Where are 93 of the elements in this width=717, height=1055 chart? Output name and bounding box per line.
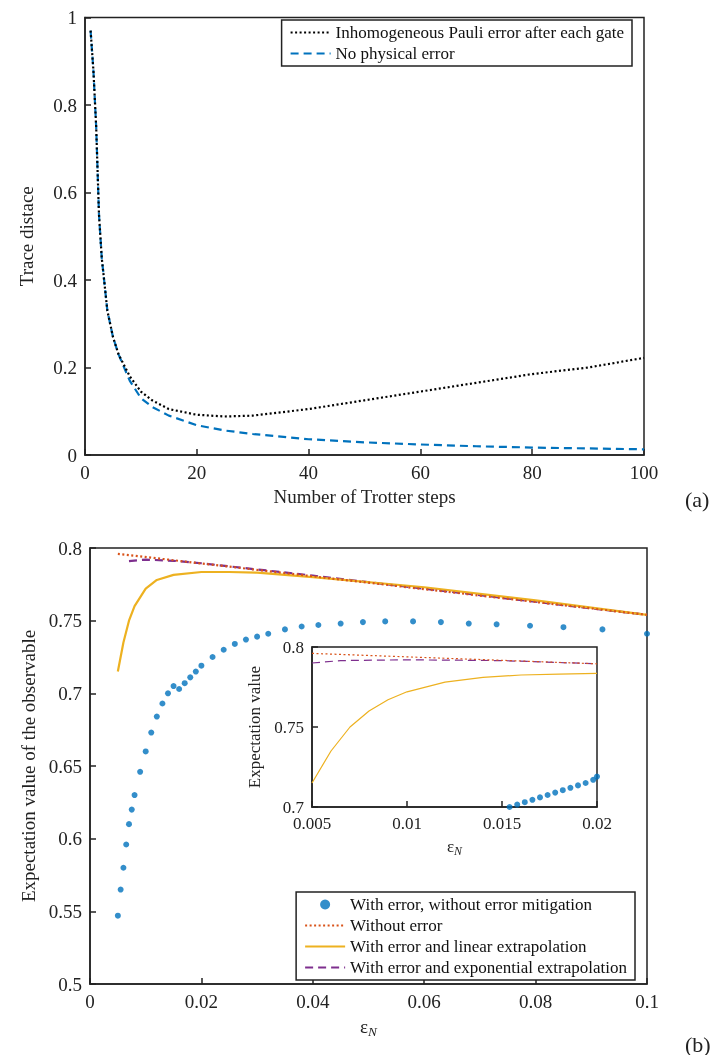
point: [187, 674, 194, 681]
point: [544, 792, 551, 798]
point: [231, 640, 238, 647]
y-tick-label: 0.55: [48, 900, 82, 922]
point: [594, 773, 600, 780]
point: [514, 801, 521, 808]
point: [128, 806, 135, 813]
point: [599, 626, 606, 633]
point: [148, 729, 155, 736]
y-tick-label: 0.65: [48, 755, 82, 777]
point: [560, 624, 567, 631]
point: [521, 799, 528, 806]
x-tick-label: 0.04: [296, 991, 330, 1012]
point: [159, 700, 166, 707]
x-tick-label: 0.02: [184, 991, 219, 1012]
y-tick-label: 0.2: [53, 357, 77, 378]
y-axis-title: Trace distace: [16, 186, 37, 287]
point: [315, 622, 322, 629]
point: [506, 804, 513, 810]
legend-label: With error and exponential extrapolation: [350, 958, 628, 977]
point: [493, 621, 500, 628]
y-tick-label: 0.8: [58, 537, 82, 559]
point: [529, 796, 536, 803]
point: [137, 768, 144, 775]
point: [567, 784, 574, 791]
line-series: [311, 672, 598, 784]
point: [254, 633, 261, 640]
point: [181, 680, 188, 687]
y-axis-title: Expectation value: [245, 665, 265, 789]
point: [559, 787, 566, 794]
point: [265, 630, 272, 637]
point: [120, 864, 127, 871]
point: [170, 683, 177, 690]
point: [281, 626, 288, 633]
y-tick-label: 0.8: [53, 94, 77, 116]
point: [123, 841, 130, 848]
point: [209, 654, 216, 660]
point: [164, 690, 171, 697]
point: [537, 794, 543, 801]
point: [337, 620, 344, 627]
x-axis-title: Number of Trotter steps: [273, 485, 456, 507]
legend-label: Inhomogeneous Pauli error after each gate: [335, 23, 624, 42]
legend-label: Without error: [350, 916, 443, 935]
x-tick-label: 0.06: [407, 991, 441, 1012]
point: [153, 713, 160, 720]
point: [410, 618, 417, 625]
y-tick-label: 1: [67, 7, 77, 28]
point: [359, 619, 366, 626]
x-tick-label: 20: [187, 462, 207, 483]
y-tick-label: 0: [67, 444, 77, 466]
x-tick-label: 100: [629, 462, 659, 483]
text: (a): [685, 486, 710, 512]
y-tick-label: 0.6: [58, 828, 82, 850]
x-tick-label: 0.01: [392, 814, 422, 833]
y-tick-label: 0.4: [53, 269, 78, 291]
y-tick-label: 0.75: [48, 610, 82, 632]
point: [220, 646, 227, 653]
y-tick-label: 0.7: [282, 797, 305, 817]
point: [114, 912, 121, 919]
x-tick-label: 0.02: [582, 814, 612, 833]
point: [644, 630, 650, 637]
x-tick-label: 0.005: [292, 814, 332, 833]
x-tick-label: 40: [299, 462, 319, 483]
x-tick-label: 0.08: [518, 991, 553, 1012]
x-tick-label: 0.1: [635, 991, 659, 1012]
point: [131, 792, 138, 799]
point: [552, 789, 559, 796]
x-tick-label: 80: [522, 462, 542, 483]
x-tick-label: 60: [410, 462, 430, 483]
legend-label: With error and linear extrapolation: [350, 937, 587, 956]
y-tick-label: 0.75: [274, 717, 304, 737]
point: [465, 620, 472, 627]
point: [176, 685, 183, 692]
y-tick-label: 0.7: [58, 682, 82, 704]
point: [575, 782, 581, 789]
point: [198, 662, 205, 669]
y-tick-label: 0.8: [282, 637, 304, 657]
point: [242, 636, 249, 643]
point: [382, 618, 389, 625]
x-tick-label: 0.015: [482, 814, 522, 833]
legend-label: With error, without error mitigation: [350, 895, 593, 914]
point: [126, 821, 132, 828]
y-axis-title: Expectation value of the observable: [17, 629, 39, 903]
point: [582, 780, 589, 786]
point: [527, 622, 534, 629]
point: [117, 886, 124, 893]
point: [437, 619, 444, 626]
legend-label: No physical error: [335, 44, 455, 63]
y-tick-label: 0.5: [58, 973, 82, 995]
y-tick-label: 0.6: [53, 182, 77, 203]
x-tick-label: 0: [85, 991, 95, 1012]
point: [590, 776, 597, 783]
point: [192, 668, 199, 675]
